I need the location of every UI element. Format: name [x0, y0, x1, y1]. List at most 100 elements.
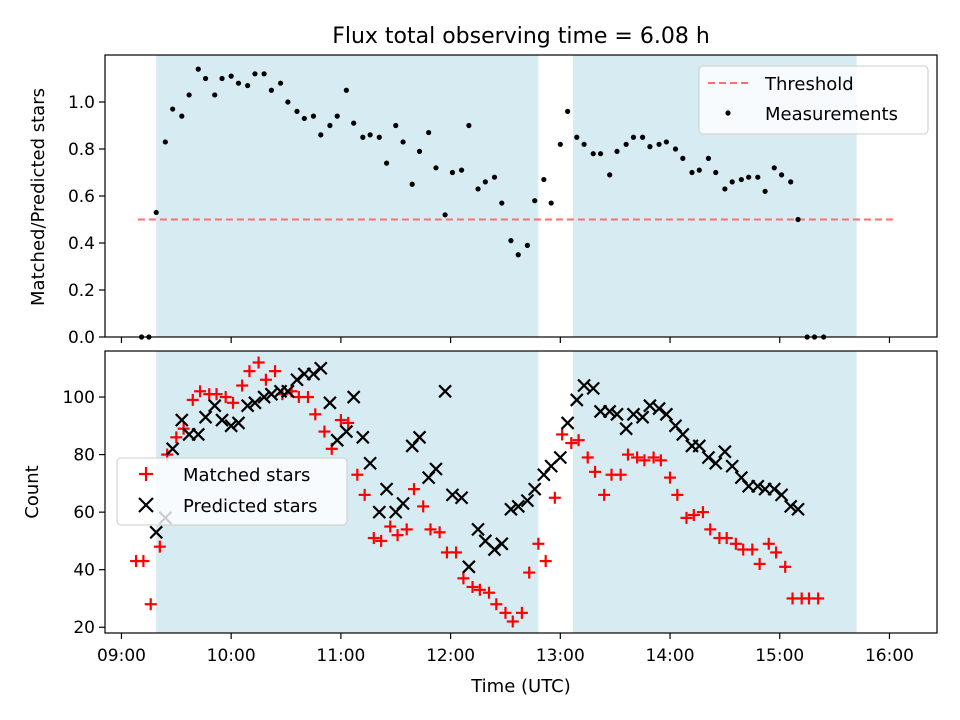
predicted-star-point — [429, 462, 443, 476]
measurement-point — [367, 132, 373, 138]
matched-star-point — [762, 537, 775, 550]
measurement-point — [426, 129, 432, 136]
predicted-star-point — [626, 407, 641, 422]
matched-star-point — [638, 454, 651, 467]
matched-star-point — [384, 520, 397, 533]
predicted-star-point — [224, 419, 238, 433]
legend-measurements-label: Measurements — [765, 104, 898, 125]
matched-star-point — [671, 488, 684, 501]
measurement-point — [581, 141, 587, 147]
predicted-star-point — [701, 450, 716, 465]
matched-star-point — [581, 451, 594, 464]
matched-star-point — [424, 523, 437, 536]
matched-star-point — [301, 391, 314, 404]
predicted-star-point — [751, 479, 765, 494]
matched-star-point — [647, 451, 660, 464]
figure-title: Flux total observing time = 6.08 h — [332, 24, 710, 49]
measurement-point — [170, 106, 176, 112]
measurement-point — [532, 198, 538, 204]
predicted-star-point — [718, 444, 732, 459]
measurement-point — [778, 172, 785, 178]
measurement-point — [186, 92, 192, 98]
measurement-point — [640, 134, 646, 140]
predicted-star-point — [652, 401, 666, 416]
matched-star-point — [598, 488, 611, 501]
measurement-point — [508, 238, 514, 244]
measurement-point — [771, 165, 777, 171]
measurement-point — [433, 165, 439, 171]
measurement-point — [442, 212, 448, 218]
predicted-star-point — [339, 424, 354, 439]
matched-star-point — [227, 396, 239, 409]
measurement-point — [565, 108, 571, 114]
measurement-point — [252, 71, 258, 77]
shaded-span-2 — [573, 351, 857, 633]
matched-star-point — [572, 434, 585, 447]
measurement-point — [590, 151, 596, 157]
matched-star-point — [450, 546, 463, 559]
top-y-axis: 0.0 0.2 0.4 0.6 0.8 1.0 — [68, 93, 105, 348]
predicted-star-point — [520, 493, 535, 508]
matched-star-point — [515, 606, 528, 619]
x-tick-label: 10:00 — [207, 646, 256, 666]
matched-star-point — [351, 468, 364, 481]
predicted-star-point — [191, 427, 206, 442]
measurement-point — [663, 139, 669, 145]
predicted-star-point — [725, 459, 739, 473]
predicted-star-point — [783, 499, 798, 514]
predicted-star-point — [527, 482, 542, 496]
matched-star-point — [704, 523, 717, 536]
matched-star-point — [334, 414, 347, 427]
measurement-point — [713, 169, 719, 176]
predicted-star-point — [560, 416, 575, 430]
measurement-point — [795, 216, 801, 223]
y-tick-label: 100 — [63, 388, 95, 408]
matched-star-point — [457, 572, 470, 585]
measurement-point — [416, 148, 423, 154]
predicted-star-point — [165, 442, 180, 456]
measurement-point — [689, 169, 695, 176]
bottom-panel: 20 40 60 80 100 09:00 10:00 11:00 12:00 13:00 14:… — [22, 350, 938, 697]
predicted-star-point — [257, 390, 271, 404]
top-x-axis — [120, 337, 891, 343]
matched-star-point — [466, 580, 479, 593]
bottom-y-axis-label: Count — [22, 465, 43, 518]
top-legend: Threshold Measurements — [698, 65, 929, 135]
predicted-star-point — [306, 367, 321, 381]
measurement-point — [153, 209, 159, 216]
measurement-point — [722, 186, 728, 192]
matched-star-point — [589, 465, 602, 478]
matched-star-point — [532, 537, 545, 550]
predicted-star-point — [372, 505, 387, 519]
measurement-point — [409, 181, 415, 187]
matched-star-point — [137, 555, 150, 568]
matched-star-point — [720, 532, 733, 545]
measurement-point — [623, 141, 629, 147]
matched-star-point — [696, 506, 709, 519]
measurement-point — [729, 179, 735, 185]
y-tick-label: 20 — [73, 618, 95, 638]
predicted-star-point — [231, 416, 246, 430]
predicted-star-point — [264, 387, 279, 401]
predicted-star-point — [602, 404, 617, 419]
y-tick-label: 0.4 — [68, 234, 95, 254]
matched-star-point — [631, 451, 644, 464]
measurement-point — [351, 120, 357, 126]
matched-star-point — [753, 557, 766, 570]
matched-star-point — [400, 523, 413, 536]
measurement-point — [475, 186, 481, 192]
matched-star-point — [358, 488, 371, 501]
measurement-point — [557, 141, 563, 147]
matched-star-point — [565, 437, 578, 450]
measurement-point — [301, 115, 307, 122]
matched-star-point — [539, 555, 552, 568]
measurement-point — [268, 87, 274, 93]
predicted-star-point — [175, 413, 189, 427]
matched-star-point — [473, 583, 486, 596]
matched-star-point — [417, 500, 430, 513]
measurement-point — [755, 174, 761, 180]
measurement-point — [195, 66, 201, 72]
matched-star-point — [523, 566, 536, 579]
predicted-star-point — [198, 410, 213, 424]
x-tick-label: 16:00 — [865, 646, 914, 666]
